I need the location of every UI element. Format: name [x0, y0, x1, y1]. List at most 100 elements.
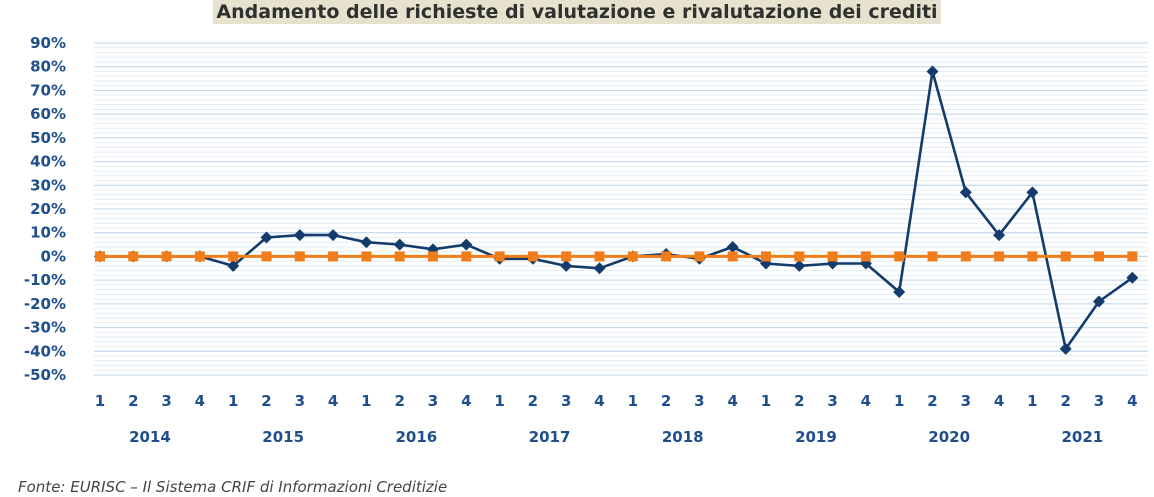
- x-tick-label: 3: [561, 392, 571, 410]
- x-tick-label: 1: [1027, 392, 1037, 410]
- data-point: [726, 240, 739, 253]
- x-tick-label: 3: [428, 392, 438, 410]
- x-tick-label: 2: [661, 392, 671, 410]
- line-chart: 90% 80% 70% 60% 50% 40% 30% 20% 10% 0% -10% -20% -30…: [24, 34, 1148, 446]
- x-tick-label: 3: [1094, 392, 1104, 410]
- data-point: [627, 251, 638, 262]
- x-tick-label: 2: [927, 392, 937, 410]
- chart-title: Andamento delle richieste di valutazione…: [213, 0, 941, 24]
- chart-title-wrap: Andamento delle richieste di valutazione…: [0, 0, 1154, 24]
- data-point: [228, 251, 239, 262]
- y-tick-label: 20%: [30, 200, 66, 218]
- data-point: [694, 251, 705, 262]
- data-point: [860, 251, 871, 262]
- x-tick-label: 2: [394, 392, 404, 410]
- data-point: [1094, 251, 1104, 262]
- data-point: [95, 251, 105, 262]
- x-tick-label: 1: [894, 392, 904, 410]
- y-tick-label: -40%: [24, 342, 66, 360]
- x-tick-label: 4: [1127, 392, 1137, 410]
- data-point: [1059, 342, 1072, 355]
- data-point: [327, 229, 340, 242]
- data-point: [393, 238, 406, 251]
- year-label: 2015: [262, 428, 304, 446]
- data-point: [1060, 251, 1071, 262]
- x-tick-label: 4: [727, 392, 737, 410]
- x-tick-label: 4: [328, 392, 338, 410]
- data-point: [494, 251, 505, 262]
- data-point: [194, 251, 205, 262]
- data-point: [161, 251, 172, 262]
- y-tick-label: 30%: [30, 176, 66, 194]
- y-tick-label: -50%: [24, 366, 66, 384]
- year-label: 2017: [529, 428, 571, 446]
- data-point: [727, 251, 738, 262]
- y-tick-label: -20%: [24, 295, 66, 313]
- data-point: [994, 251, 1005, 262]
- data-point: [527, 251, 538, 262]
- y-tick-label: 90%: [30, 34, 66, 52]
- data-point: [1127, 251, 1138, 262]
- x-tick-label: 4: [594, 392, 604, 410]
- y-tick-label: 60%: [30, 105, 66, 123]
- data-point: [328, 251, 339, 262]
- data-point: [128, 251, 139, 262]
- y-tick-label: 70%: [30, 81, 66, 99]
- data-point: [560, 259, 573, 272]
- x-tick-label: 1: [761, 392, 771, 410]
- x-tick-label: 1: [494, 392, 504, 410]
- data-point: [1026, 186, 1039, 199]
- data-point: [1093, 295, 1105, 308]
- y-tick-label: -30%: [24, 319, 66, 337]
- year-label: 2019: [795, 428, 837, 446]
- year-label: 2018: [662, 428, 704, 446]
- data-point: [361, 251, 372, 262]
- data-point: [227, 259, 240, 272]
- data-point: [993, 229, 1006, 242]
- x-tick-label: 3: [295, 392, 305, 410]
- data-point: [260, 231, 273, 244]
- data-point: [261, 251, 272, 262]
- x-tick-label: 1: [228, 392, 238, 410]
- data-point: [293, 229, 306, 242]
- data-point: [1027, 251, 1038, 262]
- data-point: [894, 251, 905, 262]
- year-label: 2021: [1061, 428, 1103, 446]
- source-note: Fonte: EURISC – Il Sistema CRIF di Infor…: [18, 478, 448, 496]
- x-tick-label: 2: [794, 392, 804, 410]
- data-point: [959, 186, 972, 199]
- x-tick-label: 2: [128, 392, 138, 410]
- year-label: 2020: [928, 428, 970, 446]
- x-tick-label: 2: [528, 392, 538, 410]
- x-tick-label: 4: [195, 392, 205, 410]
- data-point: [794, 251, 805, 262]
- data-point: [593, 262, 606, 275]
- y-tick-label: 0%: [41, 247, 66, 265]
- data-point: [460, 238, 473, 251]
- x-tick-label: 4: [861, 392, 871, 410]
- data-point: [360, 236, 373, 249]
- data-point: [394, 251, 405, 262]
- y-tick-label: 40%: [30, 153, 66, 171]
- data-point: [927, 251, 938, 262]
- data-point: [827, 251, 838, 262]
- y-tick-label: -10%: [24, 271, 66, 289]
- data-point: [594, 251, 605, 262]
- y-tick-label: 50%: [30, 129, 66, 147]
- data-point: [893, 286, 906, 298]
- data-point: [793, 259, 806, 272]
- data-point: [960, 251, 971, 262]
- x-tick-label: 2: [261, 392, 271, 410]
- data-point: [294, 251, 305, 262]
- data-point: [661, 251, 672, 262]
- x-tick-label: 1: [361, 392, 371, 410]
- y-tick-label: 80%: [30, 58, 66, 76]
- x-tick-label: 3: [161, 392, 171, 410]
- x-tick-label: 3: [694, 392, 704, 410]
- x-tick-label: 2: [1060, 392, 1070, 410]
- x-tick-label: 3: [961, 392, 971, 410]
- y-tick-label: 10%: [30, 224, 66, 242]
- x-tick-label: 4: [994, 392, 1004, 410]
- data-point: [926, 65, 939, 78]
- year-label: 2016: [395, 428, 437, 446]
